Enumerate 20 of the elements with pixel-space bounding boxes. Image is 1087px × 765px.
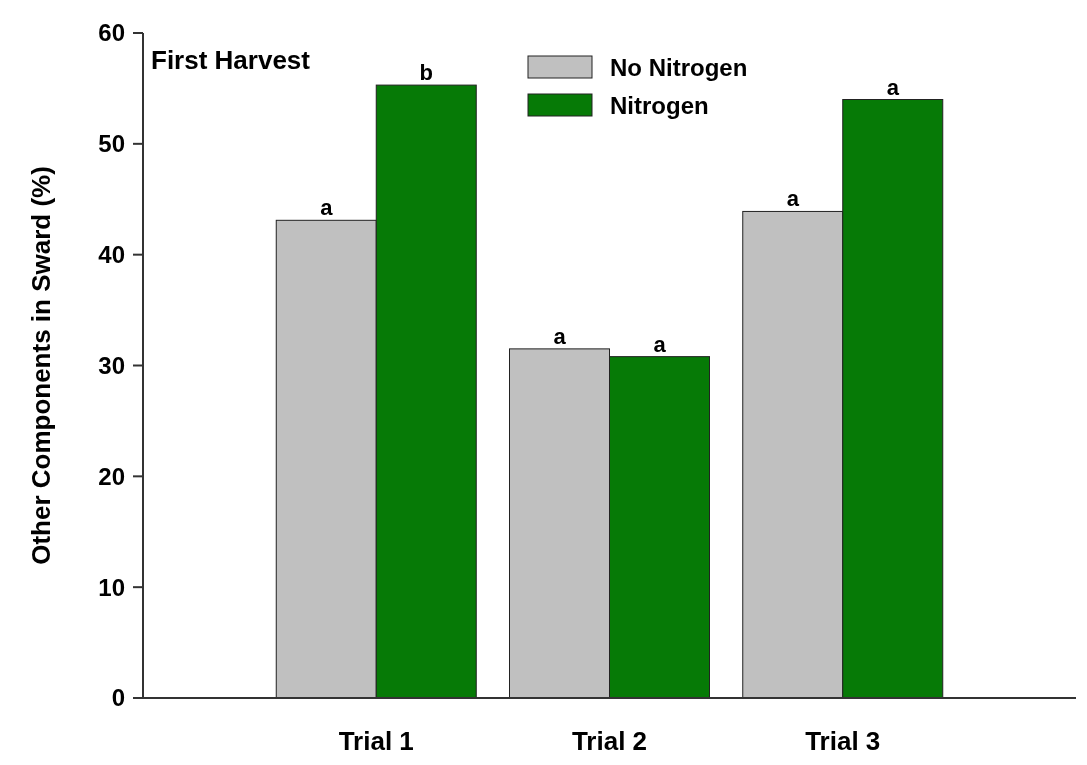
y-tick-label: 10 [98, 573, 125, 601]
y-tick-label: 60 [98, 19, 125, 47]
y-tick-label: 30 [98, 351, 125, 379]
text: First Harvest [151, 45, 311, 75]
data-label: a [886, 74, 900, 100]
data-label: a [320, 195, 334, 221]
data-label: a [553, 323, 567, 349]
data-label: b [419, 60, 433, 86]
y-tick-label: 50 [98, 130, 125, 158]
y-axis-title: Other Components in Sward (%) [26, 166, 56, 565]
y-tick-label: 40 [98, 241, 125, 269]
x-tick-label: Trial 2 [571, 726, 648, 756]
legend-label: No Nitrogen [610, 54, 748, 82]
data-label: a [786, 186, 800, 212]
y-tick-label: 0 [111, 684, 125, 712]
y-tick-label: 20 [98, 462, 125, 490]
x-tick-label: Trial 3 [805, 726, 881, 756]
legend-label: Nitrogen [610, 92, 709, 120]
data-label: a [653, 331, 667, 357]
x-tick-label: Trial 1 [338, 726, 414, 756]
